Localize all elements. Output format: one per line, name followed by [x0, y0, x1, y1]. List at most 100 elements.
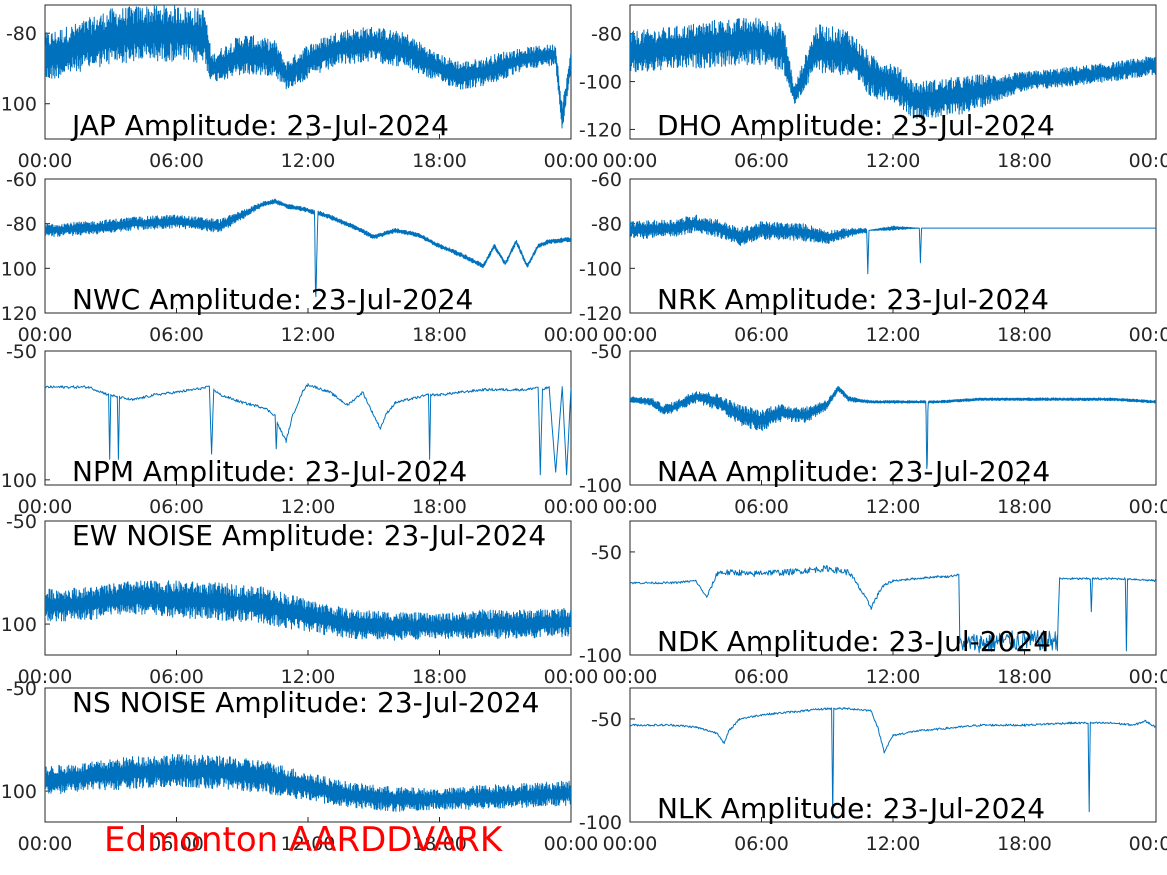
x-tick-label: 18:00 [997, 496, 1052, 518]
y-tick-label: -50 [591, 542, 622, 564]
x-tick-label: 18:00 [412, 324, 467, 346]
panel-title: EW NOISE Amplitude: 23-Jul-2024 [72, 519, 546, 552]
plot-panel: 00:00 06:00 12:00 18:00 00:00 -80 -100 -120 DHO … [579, 4, 1167, 172]
amplitude-trace [45, 580, 571, 641]
y-tick-label: -120 [579, 119, 622, 141]
x-tick-label: 06:00 [149, 496, 204, 518]
panel-title: NDK Amplitude: 23-Jul-2024 [657, 625, 1051, 658]
plot-panel: 00:00 06:00 12:00 18:00 00:00 -50 100 EW NOISE … [1, 511, 599, 688]
plot-panel: 00:00 06:00 12:00 18:00 00:00 -50 100 NS NOISE … [1, 678, 599, 855]
y-tick-label: -60 [591, 169, 622, 191]
x-tick-label: 18:00 [412, 150, 467, 172]
y-tick-label: -80 [6, 23, 37, 45]
amplitude-trace [45, 754, 571, 812]
x-tick-label: 18:00 [412, 496, 467, 518]
x-tick-label: 12:00 [281, 666, 336, 688]
x-tick-label: 18:00 [997, 833, 1052, 855]
panel-title: NWC Amplitude: 23-Jul-2024 [72, 283, 473, 316]
y-tick-label: -80 [591, 24, 622, 46]
x-tick-label: 00:00 [1129, 496, 1167, 518]
y-tick-label: -60 [6, 169, 37, 191]
station-label: Edmonton AARDDVARK [104, 820, 503, 860]
plot-panel: 00:00 06:00 12:00 18:00 00:00 -50 -100 NAA Ampl… [579, 341, 1167, 518]
y-tick-label: -50 [591, 341, 622, 363]
y-tick-label: -50 [6, 341, 37, 363]
plot-frame [44, 350, 572, 486]
x-tick-label: 12:00 [281, 324, 336, 346]
y-tick-label: 100 [1, 781, 37, 803]
panel-title: NS NOISE Amplitude: 23-Jul-2024 [72, 686, 539, 719]
x-tick-label: 12:00 [866, 150, 921, 172]
y-tick-label: -80 [591, 214, 622, 236]
x-tick-label: 06:00 [734, 150, 789, 172]
x-tick-label: 06:00 [734, 833, 789, 855]
x-tick-label: 00:00 [544, 150, 599, 172]
x-tick-label: 00:00 [603, 150, 658, 172]
y-tick-label: 100 [1, 614, 37, 636]
y-tick-label: 100 [1, 94, 37, 116]
panel-title: NRK Amplitude: 23-Jul-2024 [657, 283, 1049, 316]
panel-title: DHO Amplitude: 23-Jul-2024 [657, 109, 1055, 142]
x-tick-label: 00:00 [18, 150, 73, 172]
x-tick-label: 00:00 [1129, 666, 1167, 688]
x-tick-label: 00:00 [603, 833, 658, 855]
x-tick-label: 18:00 [412, 833, 467, 855]
x-tick-label: 06:00 [149, 150, 204, 172]
amplitude-trace [45, 5, 571, 129]
y-tick-label: 120 [1, 303, 37, 325]
y-tick-label: -100 [579, 475, 622, 497]
plot-frame [629, 520, 1157, 656]
x-tick-label: 18:00 [997, 324, 1052, 346]
plot-frame [629, 350, 1157, 486]
amplitude-trace [630, 565, 1156, 654]
y-tick-label: -120 [579, 303, 622, 325]
amplitude-trace [45, 383, 571, 476]
x-tick-label: 12:00 [281, 833, 336, 855]
x-tick-label: 00:00 [544, 496, 599, 518]
amplitude-trace [45, 198, 571, 298]
plot-frame [44, 178, 572, 314]
x-tick-label: 00:00 [1129, 150, 1167, 172]
x-tick-label: 06:00 [734, 324, 789, 346]
plot-panel: 00:00 06:00 12:00 18:00 00:00 -60 -80 100 120 NWC… [1, 169, 599, 346]
x-tick-label: 12:00 [281, 496, 336, 518]
x-tick-label: 18:00 [412, 666, 467, 688]
y-tick-label: -50 [6, 678, 37, 700]
x-tick-label: 18:00 [997, 150, 1052, 172]
plot-panel: 00:00 06:00 12:00 18:00 00:00 -50 -100 NLK Ampl… [579, 687, 1167, 855]
y-tick-label: -100 [579, 258, 622, 280]
x-tick-label: 06:00 [149, 666, 204, 688]
x-tick-label: 06:00 [734, 666, 789, 688]
y-tick-label: -50 [6, 511, 37, 533]
x-tick-label: 06:00 [149, 324, 204, 346]
panel-title: JAP Amplitude: 23-Jul-2024 [70, 109, 449, 142]
y-tick-label: -80 [6, 214, 37, 236]
x-tick-label: 00:00 [603, 324, 658, 346]
x-tick-label: 06:00 [734, 496, 789, 518]
x-tick-label: 00:00 [544, 324, 599, 346]
panel-title: NAA Amplitude: 23-Jul-2024 [657, 455, 1050, 488]
x-tick-label: 00:00 [544, 666, 599, 688]
amplitude-trace [630, 707, 1156, 819]
plot-panel: 00:00 06:00 12:00 18:00 00:00 -50 100 NPM Ampli… [1, 341, 599, 518]
x-tick-label: 00:00 [18, 324, 73, 346]
x-tick-label: 12:00 [281, 150, 336, 172]
amplitude-trace [630, 386, 1156, 470]
plot-frame [629, 178, 1157, 314]
plot-panel: 00:00 06:00 12:00 18:00 00:00 -50 -100 NDK Ampl… [579, 520, 1167, 688]
x-tick-label: 12:00 [866, 833, 921, 855]
y-tick-label: -100 [579, 72, 622, 94]
x-tick-label: 00:00 [18, 833, 73, 855]
plot-panel: 00:00 06:00 12:00 18:00 00:00 -80 100 JAP Ampli… [1, 4, 599, 172]
y-tick-label: 100 [1, 258, 37, 280]
x-tick-label: 06:00 [149, 833, 204, 855]
amplitude-trace [630, 17, 1156, 120]
x-tick-label: 12:00 [866, 666, 921, 688]
y-tick-label: -100 [579, 645, 622, 667]
x-tick-label: 00:00 [18, 666, 73, 688]
x-tick-label: 00:00 [1129, 324, 1167, 346]
panel-title: NLK Amplitude: 23-Jul-2024 [657, 792, 1045, 825]
panel-title: NPM Amplitude: 23-Jul-2024 [72, 455, 467, 488]
x-tick-label: 00:00 [603, 666, 658, 688]
